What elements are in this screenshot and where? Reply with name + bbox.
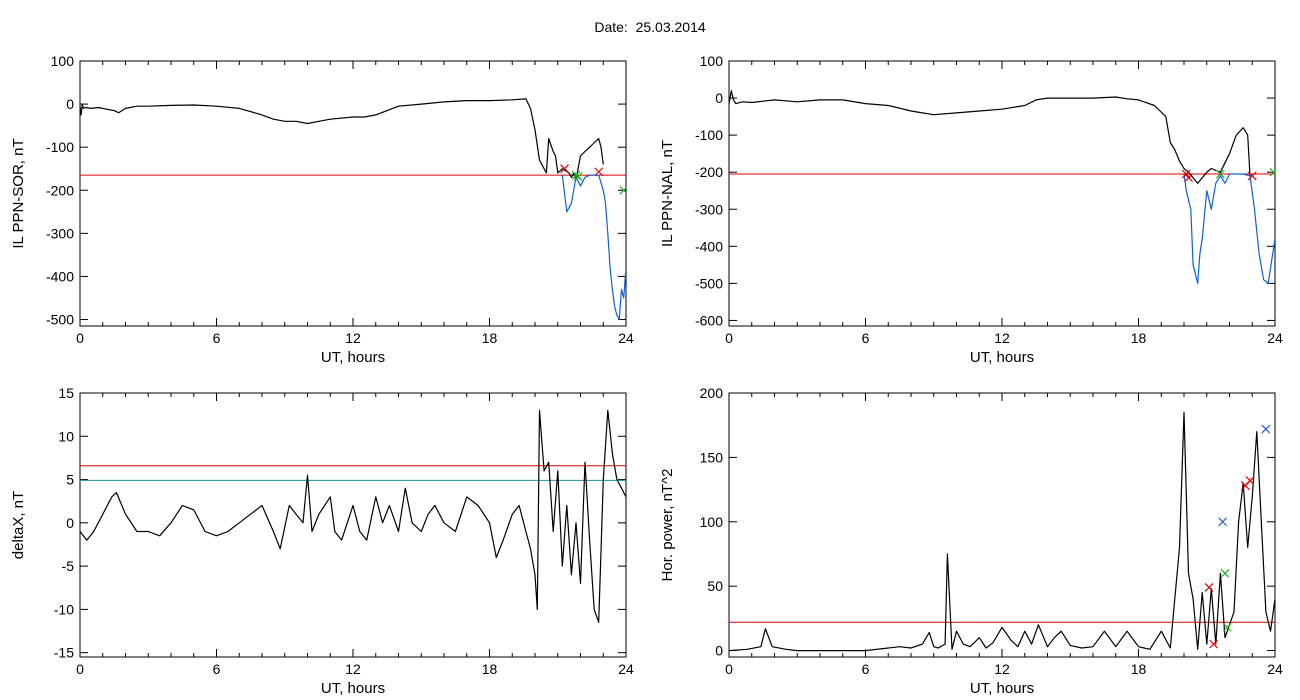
y-tick-label: 0 <box>715 643 723 659</box>
y-tick-label: 0 <box>66 96 74 112</box>
y-tick-label: 0 <box>66 515 74 531</box>
y-tick-label: -600 <box>695 312 723 328</box>
plot-area <box>80 409 626 624</box>
y-tick-label: 5 <box>66 472 74 488</box>
plot-frame <box>728 392 1276 658</box>
y-tick-label: -10 <box>54 601 74 617</box>
x-tick-label: 24 <box>618 330 634 346</box>
x-axis-label: UT, hours <box>970 680 1034 697</box>
series-line <box>80 409 626 624</box>
y-tick-label: -15 <box>54 645 74 661</box>
y-axis-label: IL PPN-SOR, nT <box>10 138 27 248</box>
y-tick-label: 50 <box>707 578 723 594</box>
x-tick-label: 12 <box>345 330 361 346</box>
y-tick-label: -200 <box>695 164 723 180</box>
y-axis-label: IL PPN-NAL, nT <box>659 140 676 247</box>
y-tick-label: 0 <box>715 90 723 106</box>
plot-area <box>729 90 1275 284</box>
x-marker <box>1204 583 1214 592</box>
y-tick-label: -100 <box>46 139 74 155</box>
y-tick-label: 15 <box>58 385 74 401</box>
series-line <box>729 411 1275 652</box>
y-axis-label: deltaX, nT <box>10 491 27 559</box>
x-marker <box>571 170 581 180</box>
series-line <box>1183 173 1275 284</box>
y-tick-label: -400 <box>695 238 723 254</box>
x-tick-label: 0 <box>76 661 84 677</box>
series-line <box>729 90 1251 184</box>
x-marker <box>1269 167 1275 177</box>
y-tick-label: -300 <box>695 201 723 217</box>
y-tick-label: -100 <box>695 127 723 143</box>
x-tick-label: 0 <box>725 661 733 677</box>
x-marker <box>1222 622 1232 632</box>
series-line <box>561 174 626 321</box>
y-tick-label: -5 <box>62 558 75 574</box>
x-marker <box>1245 476 1255 485</box>
x-marker <box>619 185 626 195</box>
x-tick-label: 6 <box>862 661 870 677</box>
x-axis-label: UT, hours <box>321 349 385 366</box>
plot-area <box>729 411 1275 652</box>
x-tick-label: 6 <box>213 330 221 346</box>
x-tick-label: 18 <box>482 330 498 346</box>
x-tick-label: 0 <box>725 330 733 346</box>
x-tick-label: 12 <box>994 330 1010 346</box>
y-tick-label: 150 <box>700 449 724 465</box>
x-marker <box>594 167 604 177</box>
y-tick-label: 200 <box>700 385 724 401</box>
plot-area <box>80 98 626 321</box>
x-marker <box>1261 424 1271 434</box>
panel-il-ppn-nal: 0 6 12 18 24 100 0 -100 -200 -300 -400 -500 -600 UT, … <box>659 53 1283 366</box>
x-tick-label: 6 <box>213 661 221 677</box>
x-tick-label: 6 <box>862 330 870 346</box>
chart-title: Date: 25.03.2014 <box>594 19 706 35</box>
y-axis-label: Hor. power, nT^2 <box>659 469 676 582</box>
x-marker <box>1247 171 1257 181</box>
y-tick-label: -500 <box>695 275 723 291</box>
x-tick-label: 0 <box>76 330 84 346</box>
x-axis-label: UT, hours <box>321 680 385 697</box>
x-tick-label: 24 <box>1267 330 1283 346</box>
plot-frame <box>79 60 627 327</box>
y-tick-label: 10 <box>58 428 74 444</box>
x-axis-label: UT, hours <box>970 349 1034 366</box>
panel-hor-power: 0 6 12 18 24 200 150 100 50 0 UT, hours Hor. power,… <box>659 385 1283 697</box>
series-line <box>80 98 604 181</box>
x-marker <box>1209 639 1218 649</box>
y-tick-label: 100 <box>51 53 75 69</box>
panel-deltax: 0 6 12 18 24 15 10 5 0 -5 -10 -15 UT, hours deltaX, n… <box>10 385 634 697</box>
x-tick-label: 18 <box>482 661 498 677</box>
y-tick-label: -500 <box>46 312 74 328</box>
x-tick-label: 24 <box>618 661 634 677</box>
x-marker <box>1184 173 1193 183</box>
x-tick-label: 12 <box>994 661 1010 677</box>
x-tick-label: 24 <box>1267 661 1283 677</box>
x-marker <box>573 172 583 181</box>
x-marker <box>560 164 569 174</box>
y-tick-label: 100 <box>700 53 724 69</box>
x-tick-label: 18 <box>1131 661 1147 677</box>
x-tick-label: 18 <box>1131 330 1147 346</box>
x-marker <box>1218 517 1228 527</box>
plot-frame <box>79 392 627 658</box>
x-tick-label: 12 <box>345 661 361 677</box>
y-tick-label: -400 <box>46 268 74 284</box>
x-marker <box>1215 169 1225 179</box>
x-marker <box>1220 568 1230 578</box>
y-tick-label: -300 <box>46 225 74 241</box>
y-tick-label: 100 <box>700 514 724 530</box>
panel-il-ppn-sor: 0 6 12 18 24 100 0 -100 -200 -300 -400 -500 UT, hour… <box>10 53 634 366</box>
y-tick-label: -200 <box>46 182 74 198</box>
